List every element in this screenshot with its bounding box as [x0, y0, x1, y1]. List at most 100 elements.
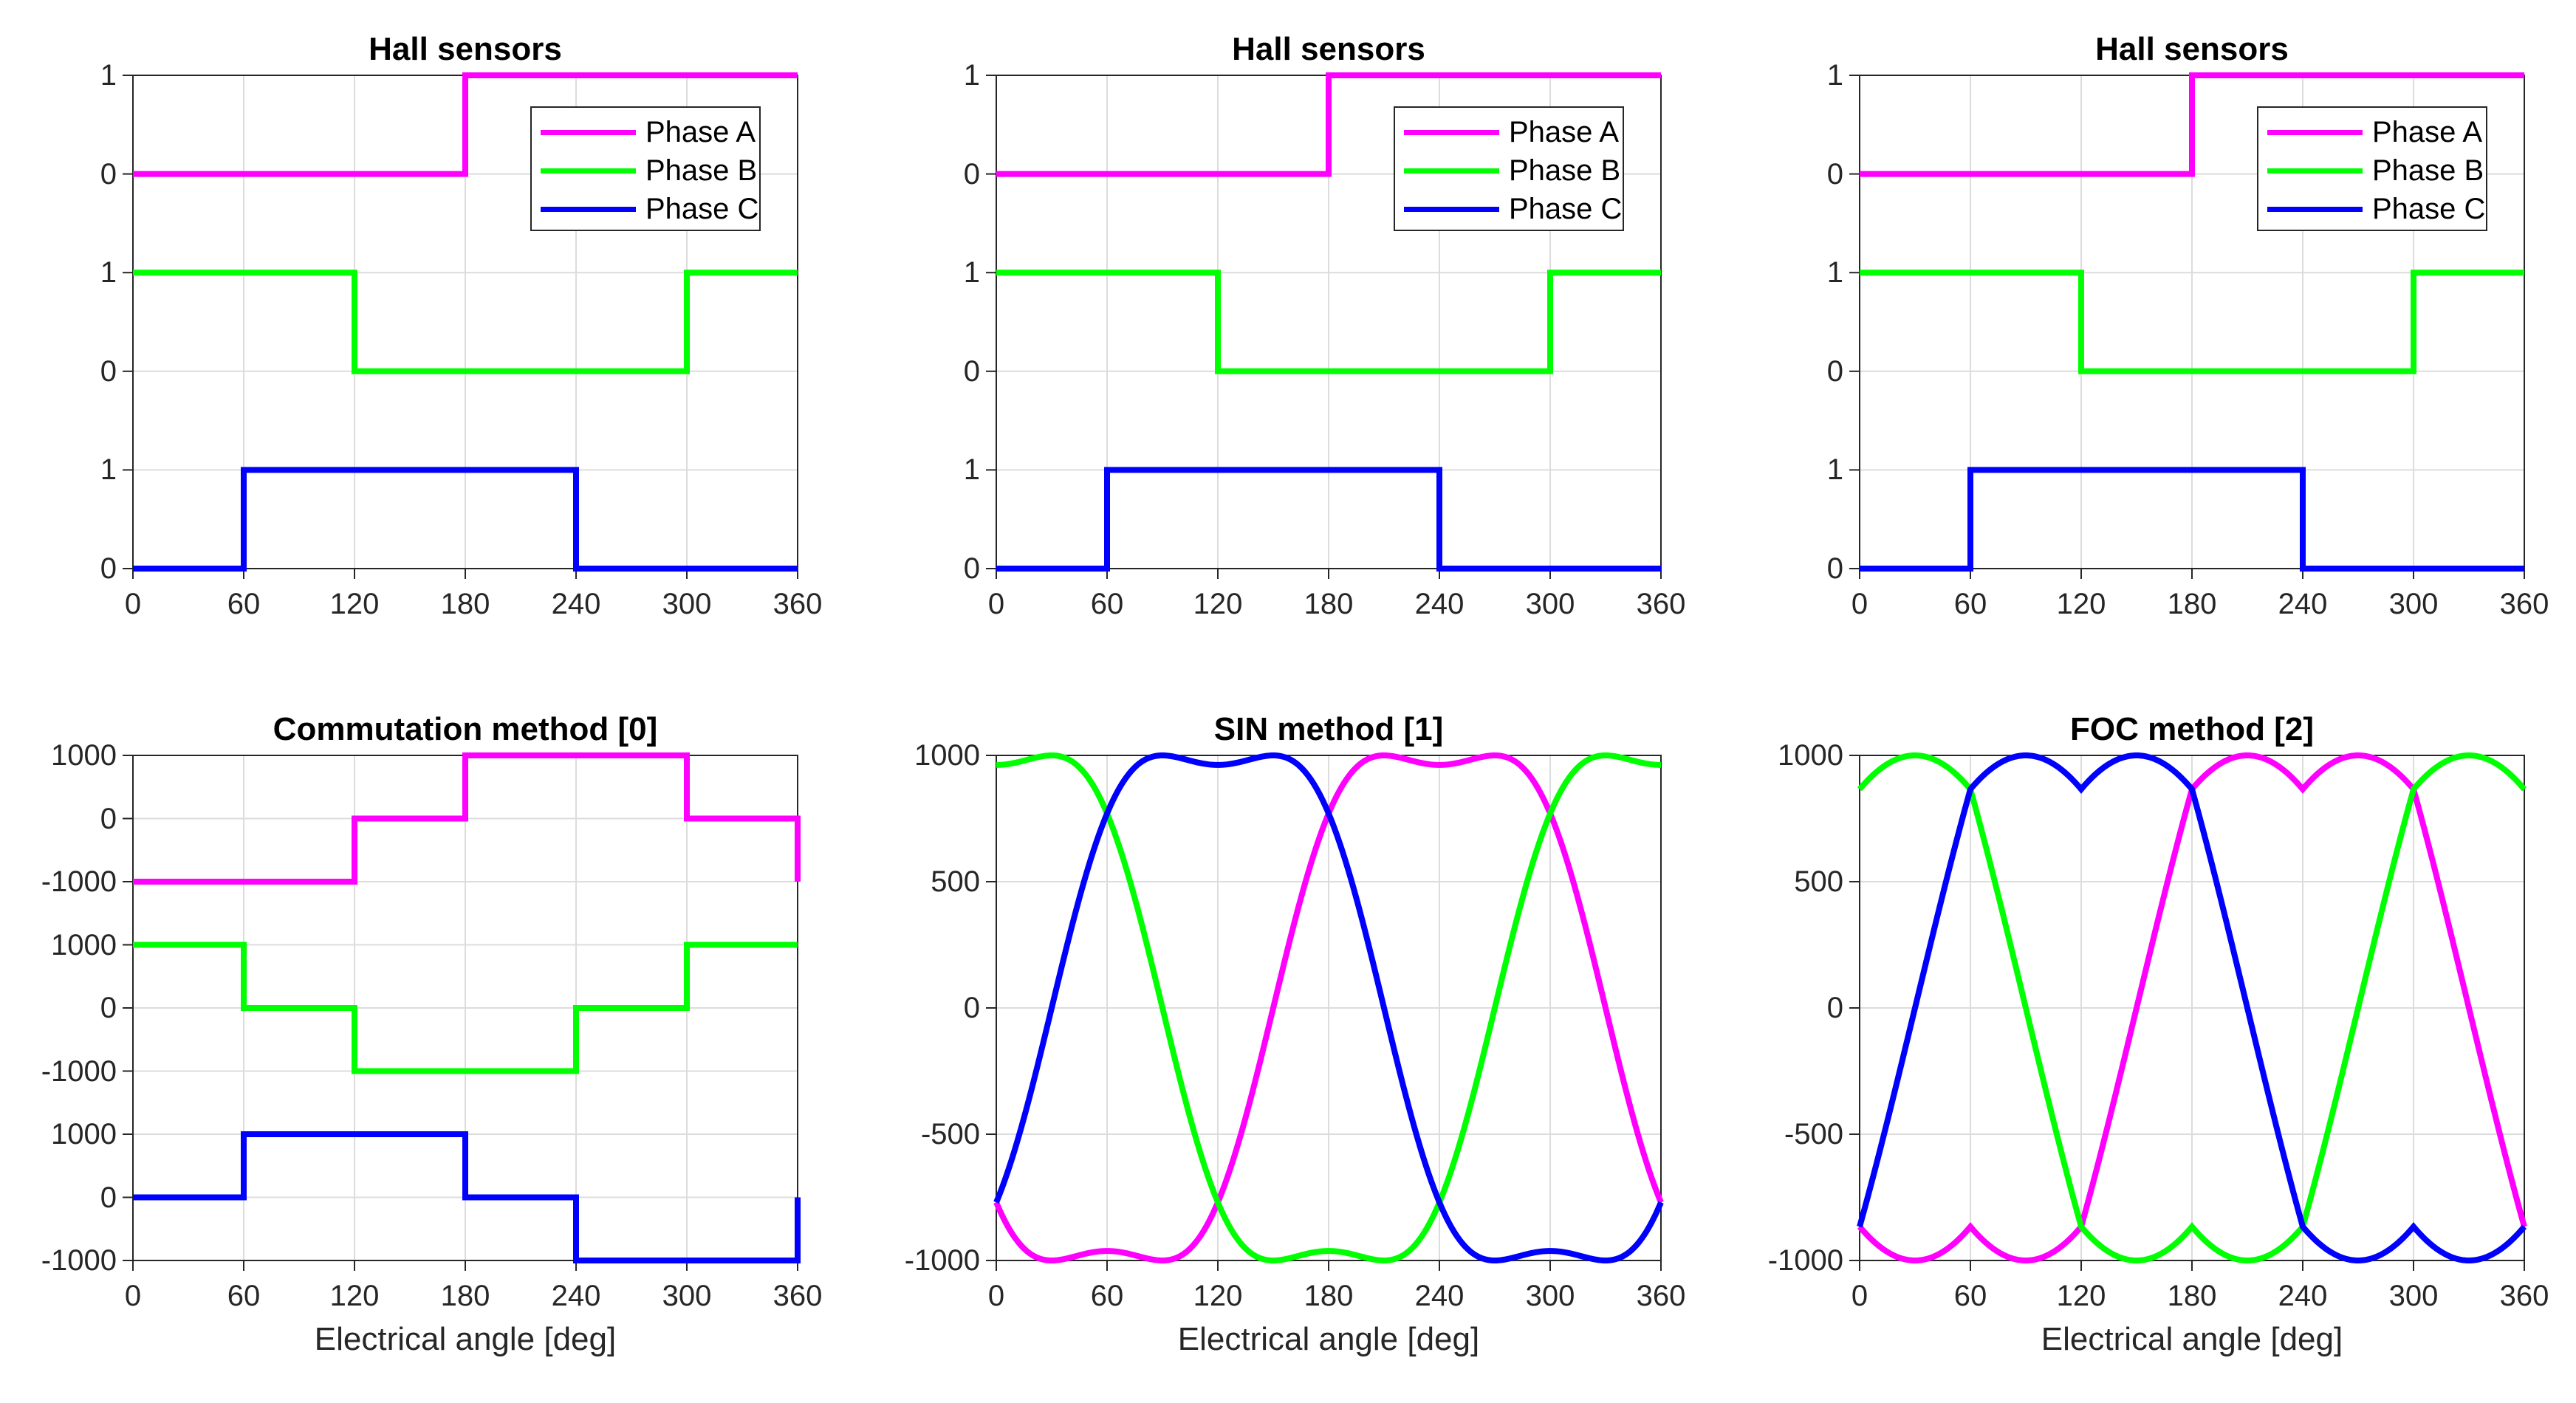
legend-label: Phase B — [645, 154, 758, 187]
y-tick-label: 1 — [100, 256, 117, 289]
subplot-foc-method: FOC method [2] Electrical angle [deg] 0 6… — [1768, 711, 2549, 1357]
x-tick-label: 60 — [227, 588, 261, 620]
x-tick-label: 360 — [1636, 1280, 1686, 1312]
y-tick-label: 0 — [100, 992, 117, 1024]
x-tick-label: 60 — [1090, 588, 1124, 620]
legend-item: Phase A — [2258, 113, 2486, 151]
x-tick-label: 240 — [551, 1280, 601, 1312]
plot-title: Commutation method [0] — [273, 711, 658, 747]
legend-item: Phase C — [532, 190, 759, 228]
plot-title: Hall sensors — [2095, 31, 2289, 67]
y-tick-label: 0 — [1826, 157, 1843, 191]
x-tick-label: 360 — [2499, 588, 2549, 620]
y-tick-label: 0 — [963, 992, 980, 1024]
y-tick-label: 1 — [1826, 59, 1843, 92]
x-tick-label: 180 — [2167, 588, 2217, 620]
plot-title: Hall sensors — [1232, 31, 1425, 67]
x-tick-label: 60 — [1090, 1280, 1124, 1312]
x-axis-label: Electrical angle [deg] — [314, 1321, 617, 1357]
x-tick-label: 300 — [1525, 588, 1575, 620]
legend-label: Phase C — [1509, 192, 1623, 225]
plot-canvas — [986, 72, 1662, 579]
y-tick-label: -1000 — [1767, 1244, 1843, 1277]
y-tick-label: -1000 — [41, 1244, 117, 1277]
plot-canvas — [123, 72, 798, 579]
y-tick-label: -1000 — [41, 1054, 117, 1088]
x-tick-label: 120 — [1193, 1280, 1243, 1312]
legend: Phase A Phase B Phase C — [530, 106, 761, 231]
x-tick-label: 60 — [1953, 588, 1987, 620]
x-tick-label: 360 — [773, 588, 823, 620]
x-axis-label: Electrical angle [deg] — [1177, 1321, 1480, 1357]
x-tick-label: 360 — [773, 1280, 823, 1312]
y-tick-label: -500 — [1784, 1118, 1843, 1150]
x-tick-label: 180 — [440, 588, 490, 620]
plot-canvas — [986, 752, 1664, 1271]
y-tick-label: 500 — [1794, 865, 1843, 898]
x-tick-label: 0 — [1851, 1280, 1868, 1312]
y-tick-label: 1000 — [1778, 739, 1843, 772]
x-tick-label: 300 — [1525, 1280, 1575, 1312]
x-tick-label: 0 — [987, 588, 1005, 620]
legend-item: Phase B — [532, 151, 759, 190]
x-tick-label: 120 — [329, 1280, 380, 1312]
x-tick-label: 240 — [551, 588, 601, 620]
legend-item: Phase C — [1395, 190, 1623, 228]
legend-line-phase-b-icon — [541, 168, 636, 174]
x-tick-label: 240 — [2278, 1280, 2328, 1312]
legend-item: Phase C — [2258, 190, 2486, 228]
y-tick-label: 1 — [963, 453, 980, 487]
y-tick-label: 1000 — [51, 928, 117, 961]
legend-item: Phase A — [532, 113, 759, 151]
x-tick-label: 0 — [124, 588, 142, 620]
y-tick-label: 0 — [100, 354, 117, 388]
x-axis-label: Electrical angle [deg] — [2041, 1321, 2343, 1357]
x-tick-label: 360 — [2499, 1280, 2549, 1312]
x-tick-label: 120 — [2056, 1280, 2106, 1312]
y-tick-label: 0 — [1826, 552, 1843, 585]
legend-line-phase-a-icon — [541, 129, 636, 135]
y-tick-label: 1000 — [51, 1118, 117, 1150]
x-tick-label: 300 — [662, 588, 712, 620]
legend-line-phase-c-icon — [541, 206, 636, 212]
legend-line-phase-a-icon — [1404, 129, 1499, 135]
x-tick-label: 240 — [1414, 588, 1465, 620]
x-tick-label: 240 — [1414, 1280, 1465, 1312]
legend: Phase A Phase B Phase C — [2257, 106, 2487, 231]
x-tick-label: 300 — [662, 1280, 712, 1312]
x-tick-label: 60 — [1953, 1280, 1987, 1312]
x-tick-label: 360 — [1636, 588, 1686, 620]
legend-item: Phase B — [2258, 151, 2486, 190]
y-tick-label: 1 — [1826, 453, 1843, 487]
y-tick-label: -1000 — [904, 1244, 980, 1277]
subplot-hall-sensors-2: Hall sensors Phase A Phase B Phase C 0 60… — [964, 31, 1686, 620]
legend-line-phase-a-icon — [2267, 129, 2363, 135]
legend-label: Phase B — [1509, 154, 1621, 187]
x-tick-label: 300 — [2388, 1280, 2439, 1312]
x-tick-label: 0 — [124, 1280, 142, 1312]
plot-title: FOC method [2] — [2070, 711, 2314, 747]
x-tick-label: 300 — [2388, 588, 2439, 620]
legend-label: Phase A — [645, 115, 756, 148]
y-tick-label: 1 — [1826, 256, 1843, 289]
legend-item: Phase A — [1395, 113, 1623, 151]
legend-label: Phase C — [2372, 192, 2486, 225]
x-tick-label: 180 — [1304, 588, 1354, 620]
subplot-commutation-method: Commutation method [0] Electrical angle … — [41, 711, 823, 1357]
legend-item: Phase B — [1395, 151, 1623, 190]
y-tick-label: 0 — [963, 552, 980, 585]
x-tick-label: 120 — [2056, 588, 2106, 620]
x-tick-label: 0 — [987, 1280, 1005, 1312]
y-tick-label: 0 — [100, 1181, 117, 1214]
plot-title: SIN method [1] — [1213, 711, 1444, 747]
y-tick-label: 0 — [963, 157, 980, 191]
legend-label: Phase B — [2372, 154, 2484, 187]
x-tick-label: 120 — [1193, 588, 1243, 620]
legend-label: Phase A — [1509, 115, 1620, 148]
plot-canvas — [1849, 72, 2525, 579]
legend-line-phase-c-icon — [1404, 206, 1499, 212]
subplot-sin-method: SIN method [1] Electrical angle [deg] 0 6… — [905, 711, 1686, 1357]
x-tick-label: 180 — [440, 1280, 490, 1312]
y-tick-label: -1000 — [41, 865, 117, 898]
